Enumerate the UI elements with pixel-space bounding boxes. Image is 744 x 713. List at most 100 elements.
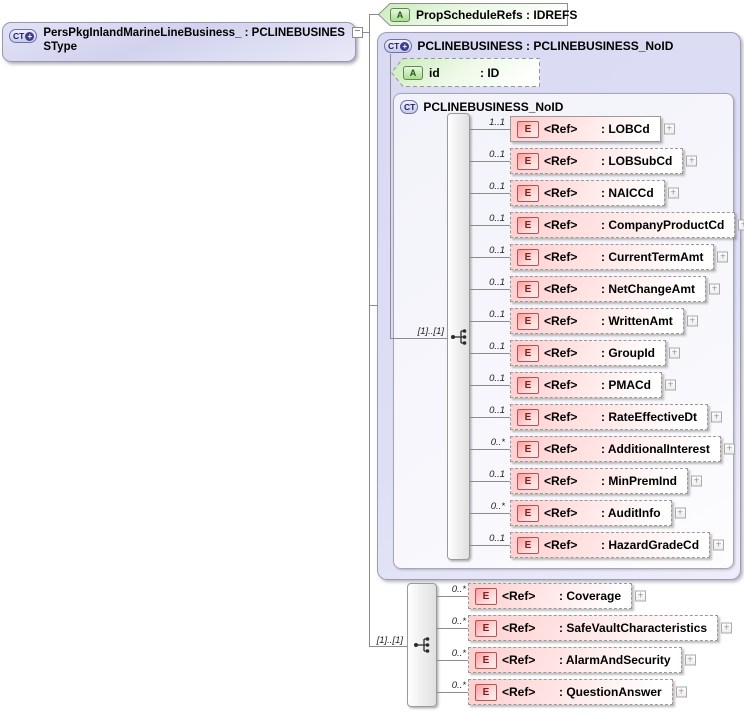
expand-button[interactable]: +: [665, 379, 676, 391]
expand-button[interactable]: +: [674, 507, 686, 519]
attribute-id[interactable]: A id : ID: [391, 58, 540, 87]
element-name: : AlarmAndSecurity: [559, 653, 671, 667]
attribute-icon: A: [390, 7, 410, 22]
expand-button[interactable]: +: [711, 411, 723, 423]
element-ref-netchangeamt[interactable]: E <Ref>: NetChangeAmt +: [510, 276, 721, 302]
element-connector: [437, 660, 468, 661]
complextype-icon: CT: [400, 100, 419, 114]
expand-button[interactable]: +: [721, 622, 733, 634]
expand-button[interactable]: +: [684, 654, 696, 666]
element-name: : NetChangeAmt: [601, 282, 696, 296]
element-ref-lobsubcd[interactable]: E <Ref>: LOBSubCd +: [510, 148, 698, 174]
expand-button[interactable]: +: [738, 219, 744, 231]
cardinality-label: 0..1: [489, 149, 505, 160]
ref-label: <Ref>: [544, 122, 578, 136]
sequence-icon: [414, 637, 430, 653]
noid-title: PCLINEBUSINESS_NoID: [423, 100, 564, 114]
element-name: : CurrentTermAmt: [601, 250, 704, 264]
attribute-propschedulerefs[interactable]: A PropScheduleRefs : IDREFS: [378, 3, 577, 26]
expand-button[interactable]: +: [686, 155, 698, 167]
collapse-button[interactable]: −: [352, 27, 363, 38]
element-name: : CompanyProductCd: [601, 218, 725, 232]
element-ref-writtenamt[interactable]: E <Ref>: WrittenAmt +: [510, 308, 698, 334]
element-name: : PMACd: [601, 378, 651, 392]
element-name: : LOBCd: [601, 122, 650, 136]
element-ref-currenttermamt[interactable]: E <Ref>: CurrentTermAmt +: [510, 244, 729, 270]
cardinality-label: 0..1: [489, 181, 505, 192]
element-ref-companyproductcd[interactable]: E <Ref>: CompanyProductCd +: [510, 212, 744, 238]
ref-label: <Ref>: [544, 186, 578, 200]
expand-button[interactable]: +: [709, 283, 721, 295]
complextype-pclinebusiness-box[interactable]: CT + PCLINEBUSINESS : PCLINEBUSINESS_NoI…: [377, 32, 741, 580]
root-complextype-box[interactable]: CT + PersPkgInlandMarineLineBusiness_ : …: [2, 22, 356, 62]
root-connector: [363, 32, 370, 33]
element-ref-coverage[interactable]: E <Ref>: Coverage +: [468, 583, 647, 609]
sequence-compositor-bottom[interactable]: [407, 583, 437, 707]
cardinality-label: 1..1: [489, 117, 505, 128]
cardinality-label: 0..1: [489, 373, 505, 384]
element-ref-additionalinterest[interactable]: E <Ref>: AdditionalInterest +: [510, 436, 735, 462]
element-ref-minpremind[interactable]: E <Ref>: MinPremInd +: [510, 468, 703, 494]
element-name: : Coverage: [559, 589, 622, 603]
element-icon: E: [517, 216, 539, 234]
element-connector: [437, 628, 468, 629]
expand-button[interactable]: +: [675, 686, 687, 698]
element-connector: [470, 449, 510, 450]
element-icon: E: [517, 440, 539, 458]
ref-label: <Ref>: [544, 250, 578, 264]
element-ref-hazardgradecd[interactable]: E <Ref>: HazardGradeCd +: [510, 532, 725, 558]
element-ref-auditinfo[interactable]: E <Ref>: AuditInfo +: [510, 500, 686, 526]
element-ref-naiccd[interactable]: E <Ref>: NAICCd +: [510, 180, 679, 206]
trunk-connector: [369, 14, 370, 647]
inner-seq-connector: [390, 338, 448, 339]
element-ref-pmacd[interactable]: E <Ref>: PMACd +: [510, 372, 676, 398]
expand-button[interactable]: +: [691, 475, 703, 487]
ref-label: <Ref>: [502, 589, 536, 603]
id-attr-name: id: [429, 65, 440, 80]
inner-vertical-connector: [390, 54, 391, 338]
expand-button[interactable]: +: [663, 123, 675, 135]
element-connector: [437, 596, 468, 597]
element-ref-rateeffectivedt[interactable]: E <Ref>: RateEffectiveDt +: [510, 404, 723, 430]
element-ref-groupid[interactable]: E <Ref>: GroupId +: [510, 340, 680, 366]
expand-button[interactable]: +: [686, 315, 698, 327]
element-name: : LOBSubCd: [601, 154, 673, 168]
ref-label: <Ref>: [544, 314, 578, 328]
bottom-seq-connector: [369, 646, 409, 647]
cardinality-label: 0..1: [489, 277, 505, 288]
cardinality-label: 0..1: [489, 405, 505, 416]
cardinality-label: 0..1: [489, 533, 505, 544]
cardinality-label: 0..1: [489, 213, 505, 224]
expand-button[interactable]: +: [713, 539, 725, 551]
element-connector: [470, 257, 510, 258]
element-name: : HazardGradeCd: [601, 538, 700, 552]
element-ref-safevaultcharacteristics[interactable]: E <Ref>: SafeVaultCharacteristics +: [468, 615, 733, 641]
ref-label: <Ref>: [544, 442, 578, 456]
expand-button[interactable]: +: [635, 590, 647, 602]
element-icon: E: [517, 184, 539, 202]
element-connector: [470, 129, 510, 130]
complextype-plus-icon: CT +: [384, 39, 413, 53]
element-connector: [470, 161, 510, 162]
element-icon: E: [517, 120, 539, 138]
attr-connector: [369, 14, 380, 15]
element-ref-alarmandsecurity[interactable]: E <Ref>: AlarmAndSecurity +: [468, 647, 696, 673]
expand-button[interactable]: +: [669, 347, 680, 359]
ref-label: <Ref>: [544, 282, 578, 296]
element-icon: E: [517, 472, 539, 490]
element-name: : QuestionAnswer: [559, 685, 662, 699]
expand-button[interactable]: +: [717, 251, 729, 263]
sequence-compositor-top[interactable]: [447, 113, 470, 560]
element-connector: [470, 513, 510, 514]
element-ref-questionanswer[interactable]: E <Ref>: QuestionAnswer +: [468, 679, 687, 705]
element-connector: [470, 321, 510, 322]
bigbox-connector: [369, 305, 378, 306]
element-icon: E: [517, 344, 539, 362]
element-connector: [470, 225, 510, 226]
expand-button[interactable]: +: [667, 187, 679, 199]
element-name: : RateEffectiveDt: [601, 410, 698, 424]
element-ref-lobcd[interactable]: E <Ref> : LOBCd +: [510, 116, 675, 142]
element-icon: E: [475, 619, 497, 637]
expand-button[interactable]: +: [723, 443, 735, 455]
element-icon: E: [517, 536, 539, 554]
